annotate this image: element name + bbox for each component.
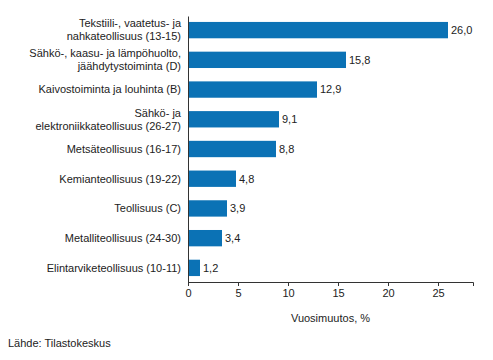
bar (188, 52, 346, 68)
bar (188, 141, 276, 157)
data-label: 3,4 (225, 232, 240, 244)
y-tick: Tekstiili-, vaatetus- janahkateollisuus … (67, 17, 188, 42)
x-tick-mark (438, 282, 439, 286)
x-axis-title: Vuosimuutos, % (291, 312, 370, 324)
x-tick: 15 (332, 282, 344, 299)
x-tick-mark (338, 282, 339, 286)
x-tick-label: 25 (432, 287, 444, 299)
y-tick-label-line: Metalliteollisuus (24-30) (65, 232, 181, 244)
y-tick-label-line: Sähkö- ja (135, 107, 182, 119)
y-tick-label-line: Kaivostoiminta ja louhinta (B) (39, 83, 181, 95)
chart: 26,0 15,8 12,9 9,1 8,8 4,8 3,9 3,4 1,2 0 5 10 15 20 25… (0, 0, 493, 360)
x-tick: 5 (235, 282, 241, 299)
x-tick-mark (388, 282, 389, 286)
plot: 26,0 15,8 12,9 9,1 8,8 4,8 3,9 3,4 1,2 0 5 10 15 20 25… (29, 17, 473, 299)
x-tick-mark (288, 282, 289, 286)
data-label: 8,8 (279, 143, 294, 155)
y-tick-label-line: Sähkö-, kaasu- ja lämpöhuolto, (29, 47, 181, 59)
y-tick-label-line: nahkateollisuus (13-15) (67, 30, 181, 42)
y-tick: Kemianteollisuus (19-22) (59, 173, 188, 185)
bar (188, 111, 279, 127)
y-tick: Elintarviketeollisuus (10-11) (47, 262, 188, 274)
y-tick-label: Tekstiili-, vaatetus- janahkateollisuus … (67, 17, 182, 42)
data-label: 26,0 (451, 24, 472, 36)
data-label: 9,1 (282, 113, 297, 125)
y-tick-label-line: Teollisuus (C) (114, 202, 181, 214)
y-tick-label: Elintarviketeollisuus (10-11) (47, 262, 181, 274)
x-tick-mark (188, 282, 189, 286)
bar (188, 200, 227, 216)
y-axis-line (188, 17, 189, 283)
bar (188, 171, 236, 187)
y-tick: Sähkö- jaelektroniikkateollisuus (26-27) (35, 107, 188, 132)
bar (188, 260, 200, 276)
data-label: 15,8 (349, 54, 370, 66)
y-tick-label: Sähkö- jaelektroniikkateollisuus (26-27) (35, 107, 181, 132)
y-tick-label: Metalliteollisuus (24-30) (65, 232, 181, 244)
y-tick: Teollisuus (C) (114, 202, 188, 214)
x-axis: 0 5 10 15 20 25 (185, 282, 473, 299)
y-tick: Metalliteollisuus (24-30) (65, 232, 188, 244)
x-tick-label: 5 (235, 287, 241, 299)
y-tick-label-line: elektroniikkateollisuus (26-27) (35, 120, 181, 132)
y-tick: Sähkö-, kaasu- ja lämpöhuolto,jäähdytyst… (29, 47, 188, 72)
x-tick-label: 0 (185, 287, 191, 299)
x-tick: 20 (382, 282, 394, 299)
y-tick: Metsäteollisuus (16-17) (67, 143, 188, 155)
data-label: 4,8 (239, 173, 254, 185)
bar (188, 230, 222, 246)
x-tick-mark (238, 282, 239, 286)
bars (188, 22, 448, 276)
y-tick-label-line: Elintarviketeollisuus (10-11) (47, 262, 181, 274)
x-tick: 10 (282, 282, 294, 299)
y-tick: Kaivostoiminta ja louhinta (B) (39, 83, 188, 95)
y-tick-label: Kaivostoiminta ja louhinta (B) (39, 83, 181, 95)
y-tick-label-line: Tekstiili-, vaatetus- ja (79, 17, 182, 29)
y-tick-label: Metsäteollisuus (16-17) (67, 143, 181, 155)
y-axis: Tekstiili-, vaatetus- janahkateollisuus … (29, 17, 188, 283)
y-tick-label: Kemianteollisuus (19-22) (59, 173, 181, 185)
x-axis-line (189, 283, 474, 287)
bar (188, 81, 317, 97)
y-tick-label: Teollisuus (C) (114, 202, 181, 214)
x-tick-label: 15 (332, 287, 344, 299)
x-tick: 0 (185, 282, 191, 299)
data-label: 1,2 (203, 262, 218, 274)
x-tick: 25 (432, 282, 444, 299)
y-tick-label-line: Metsäteollisuus (16-17) (67, 143, 181, 155)
bar (188, 22, 448, 38)
source: Lähde: Tilastokeskus (8, 337, 111, 349)
data-labels: 26,0 15,8 12,9 9,1 8,8 4,8 3,9 3,4 1,2 (203, 24, 472, 274)
y-tick-label-line: Kemianteollisuus (19-22) (59, 173, 181, 185)
x-tick-label: 20 (382, 287, 394, 299)
data-label: 3,9 (230, 202, 245, 214)
x-tick-label: 10 (282, 287, 294, 299)
y-tick-label: Sähkö-, kaasu- ja lämpöhuolto,jäähdytyst… (29, 47, 181, 72)
data-label: 12,9 (320, 83, 341, 95)
y-tick-label-line: jäähdytystoiminta (D) (77, 60, 181, 72)
